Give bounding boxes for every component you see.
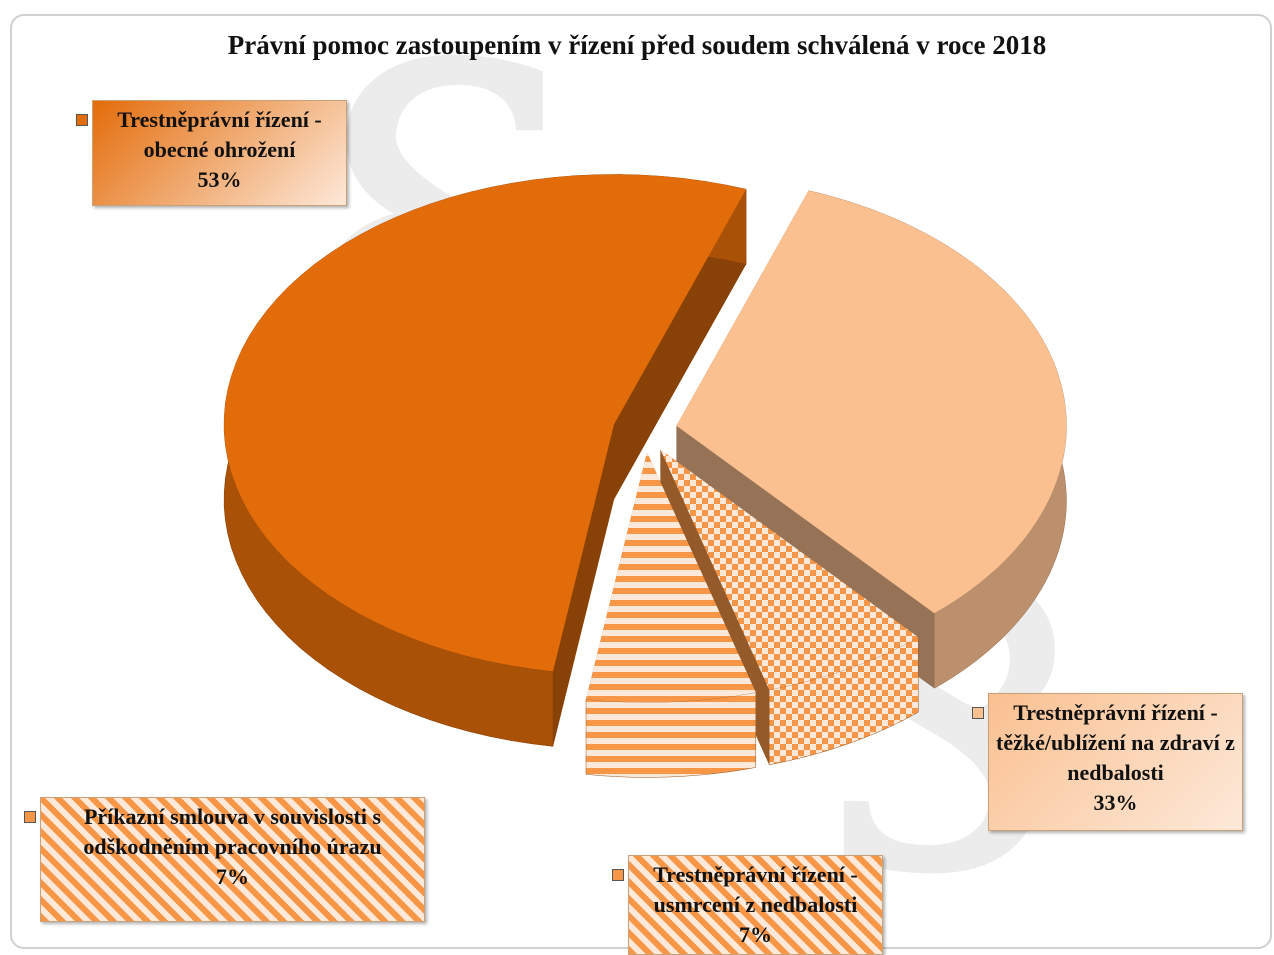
- data-label: Trestněprávní řízení - obecné ohrožení 53…: [92, 100, 347, 206]
- chart-title: Právní pomoc zastoupením v řízení před s…: [227, 30, 1047, 60]
- slice-wall: [614, 189, 747, 500]
- category-label: Trestněprávní řízení - těžké/ublížení na…: [996, 700, 1235, 785]
- value-label: 53%: [197, 167, 242, 192]
- value-label: 7%: [739, 922, 772, 947]
- category-label: Příkazní smlouva v souvislosti s odškodn…: [83, 804, 382, 859]
- legend-key: [612, 869, 624, 881]
- value-label: 33%: [1093, 790, 1138, 815]
- slice-top: [676, 190, 1067, 614]
- slice-top: [660, 449, 919, 690]
- legend-key: [972, 707, 984, 719]
- slice-top: [586, 452, 756, 703]
- category-label: Trestněprávní řízení - obecné ohrožení: [117, 107, 322, 162]
- legend-key: [24, 811, 36, 823]
- slice-top: [224, 174, 747, 672]
- data-label: Příkazní smlouva v souvislosti s odškodn…: [40, 797, 425, 922]
- slice: [585, 452, 757, 778]
- legend-key: [76, 114, 88, 126]
- slice-side: [768, 636, 919, 765]
- value-label: 7%: [216, 864, 249, 889]
- data-label: Trestněprávní řízení - těžké/ublížení na…: [988, 693, 1243, 831]
- slice: [223, 174, 747, 747]
- data-label: Trestněprávní řízení - usmrcení z nedbal…: [628, 855, 883, 955]
- slice-side: [585, 692, 757, 778]
- slice-wall: [552, 424, 615, 747]
- category-label: Trestněprávní řízení - usmrcení z nedbal…: [653, 862, 858, 917]
